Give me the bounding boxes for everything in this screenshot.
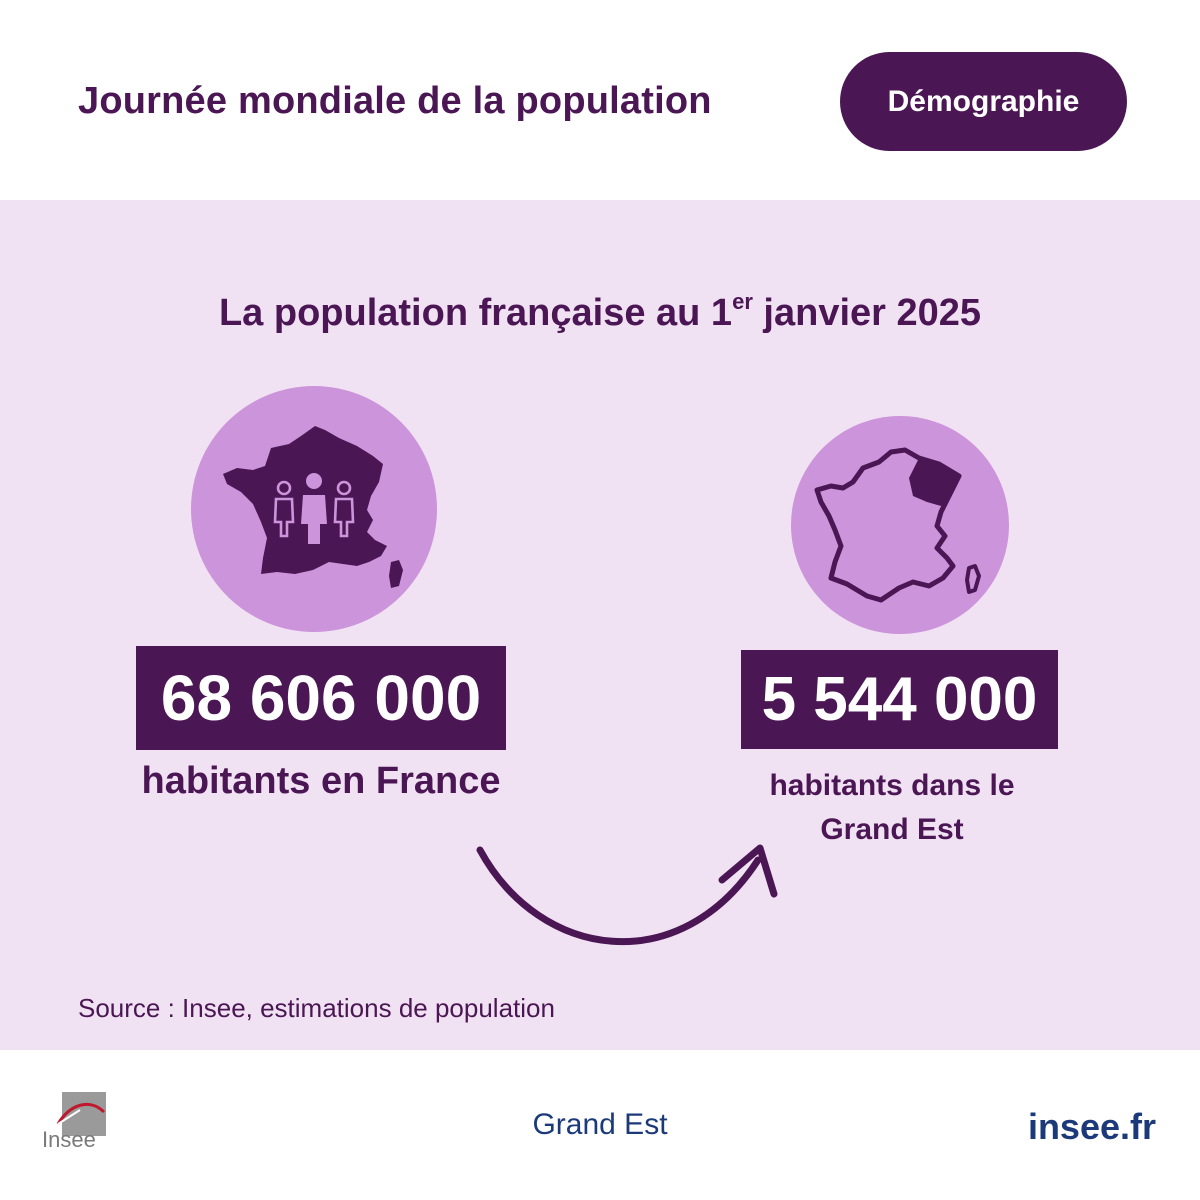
grand-est-caption: habitants dans le Grand Est: [700, 764, 1084, 852]
subtitle-suffix: janvier 2025: [752, 292, 982, 334]
main-panel: [0, 200, 1200, 1050]
category-tag: Démographie: [840, 52, 1127, 151]
france-caption: habitants en France: [141, 760, 501, 802]
grand-est-caption-line2: Grand Est: [820, 813, 964, 846]
subtitle-prefix: La population française au 1: [218, 292, 733, 334]
page-title: Journée mondiale de la population: [78, 80, 712, 122]
section-title: La population française au 1er janvier 2…: [0, 289, 1200, 335]
region-label: Grand Est: [532, 1108, 668, 1141]
france-outline-grand-est-icon: [791, 416, 1009, 634]
france-population-value: 68 606 000: [136, 646, 506, 750]
source-note: Source : Insee, estimations de populatio…: [78, 993, 555, 1023]
footer: [0, 1050, 1200, 1200]
site-link[interactable]: insee.fr: [1027, 1106, 1156, 1147]
subtitle-superscript: er: [732, 289, 753, 314]
insee-logo-text: Insee: [42, 1127, 96, 1152]
grand-est-population-value: 5 544 000: [741, 650, 1058, 749]
insee-logo: [56, 1092, 106, 1136]
france-map-people-icon: [191, 386, 437, 632]
grand-est-caption-line1: habitants dans le: [769, 769, 1015, 802]
